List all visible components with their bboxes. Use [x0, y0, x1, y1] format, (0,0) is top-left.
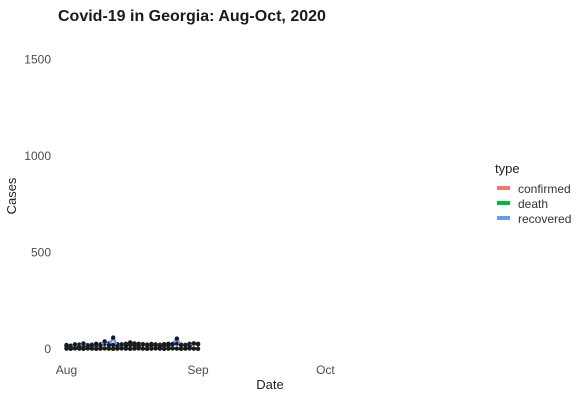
y-tick-label: 500	[31, 246, 51, 260]
data-point	[90, 343, 94, 347]
data-point	[153, 343, 157, 347]
y-tick-label: 1000	[24, 149, 51, 163]
legend-label: death	[518, 197, 548, 211]
x-tick-label: Sep	[187, 363, 209, 377]
data-point	[111, 335, 115, 339]
y-axis-ticks: 0 500 1000 1500	[24, 52, 51, 356]
data-point	[119, 342, 123, 346]
data-point	[183, 343, 187, 347]
legend-key-recovered	[497, 216, 510, 220]
data-point	[141, 346, 145, 350]
x-tick-label: Aug	[56, 363, 77, 377]
data-point	[192, 341, 196, 345]
data-point	[119, 346, 123, 350]
legend-key-confirmed	[497, 186, 510, 190]
data-point	[81, 347, 85, 351]
legend-title: type	[495, 161, 520, 176]
legend-label: recovered	[518, 212, 571, 226]
data-point	[128, 343, 132, 347]
y-tick-label: 1500	[24, 52, 51, 66]
data-point	[73, 342, 77, 346]
data-point	[64, 344, 68, 348]
data-point	[136, 344, 140, 348]
data-point	[111, 347, 115, 351]
data-point	[94, 347, 98, 351]
data-point	[162, 343, 166, 347]
data-point	[192, 346, 196, 350]
data-point	[124, 344, 128, 348]
data-point	[175, 346, 179, 350]
data-point	[98, 344, 102, 348]
y-tick-label: 0	[44, 342, 51, 356]
data-point	[187, 344, 191, 348]
x-axis-ticks: Aug Sep Oct	[56, 363, 336, 377]
data-point	[158, 344, 162, 348]
data-point	[81, 341, 85, 345]
data-point	[179, 343, 183, 347]
data-point	[77, 345, 81, 349]
plot-panel	[64, 335, 200, 351]
data-point	[86, 344, 90, 348]
data-point	[102, 346, 106, 350]
data-point	[115, 344, 119, 348]
legend-key-death	[497, 201, 510, 205]
data-point	[69, 345, 73, 349]
data-point	[166, 344, 170, 348]
legend-label: confirmed	[518, 182, 571, 196]
data-point	[196, 342, 200, 346]
x-axis-title: Date	[256, 377, 283, 392]
y-axis-title: Cases	[4, 177, 19, 214]
data-point	[175, 336, 179, 340]
chart-title: Covid-19 in Georgia: Aug-Oct, 2020	[58, 8, 326, 25]
data-point	[170, 342, 174, 346]
data-point	[107, 343, 111, 347]
data-point	[149, 343, 153, 347]
data-point	[94, 342, 98, 346]
data-point	[128, 347, 132, 351]
data-point	[132, 343, 136, 347]
data-point	[196, 347, 200, 351]
data-point	[141, 342, 145, 346]
x-tick-label: Oct	[316, 363, 335, 377]
data-point	[102, 339, 106, 343]
data-point	[73, 346, 77, 350]
data-point	[145, 344, 149, 348]
data-point	[170, 346, 174, 350]
